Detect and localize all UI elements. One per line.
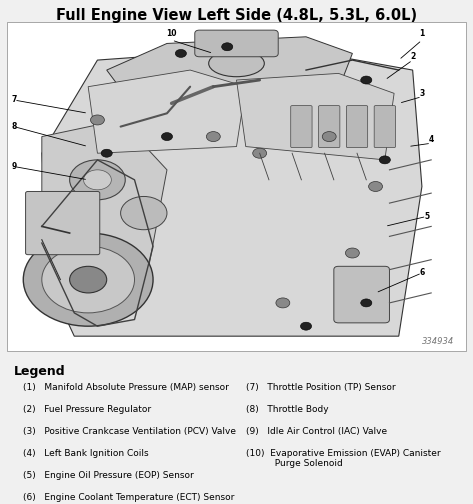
FancyBboxPatch shape bbox=[374, 106, 395, 148]
FancyBboxPatch shape bbox=[195, 30, 278, 57]
Text: Full Engine View Left Side (4.8L, 5.3L, 6.0L): Full Engine View Left Side (4.8L, 5.3L, … bbox=[56, 8, 417, 23]
Text: 334934: 334934 bbox=[422, 337, 455, 346]
Text: Legend: Legend bbox=[14, 365, 66, 378]
Text: 10: 10 bbox=[166, 29, 177, 38]
Text: (8)   Throttle Body: (8) Throttle Body bbox=[246, 405, 328, 414]
Circle shape bbox=[121, 197, 167, 230]
Text: (6)   Engine Coolant Temperature (ECT) Sensor: (6) Engine Coolant Temperature (ECT) Sen… bbox=[23, 493, 235, 501]
Circle shape bbox=[90, 115, 105, 125]
Text: 9: 9 bbox=[11, 162, 17, 171]
Circle shape bbox=[42, 246, 134, 313]
Text: 1: 1 bbox=[419, 29, 425, 38]
Circle shape bbox=[222, 43, 233, 51]
Circle shape bbox=[253, 148, 267, 158]
Circle shape bbox=[368, 181, 383, 192]
FancyBboxPatch shape bbox=[291, 106, 312, 148]
Circle shape bbox=[379, 156, 390, 164]
Polygon shape bbox=[107, 37, 352, 120]
Text: 8: 8 bbox=[11, 122, 17, 131]
FancyBboxPatch shape bbox=[318, 106, 340, 148]
Polygon shape bbox=[42, 47, 422, 336]
Circle shape bbox=[101, 149, 112, 157]
Text: 3: 3 bbox=[419, 89, 425, 98]
Text: 2: 2 bbox=[410, 52, 415, 61]
Text: (3)   Positive Crankcase Ventilation (PCV) Valve: (3) Positive Crankcase Ventilation (PCV)… bbox=[23, 427, 236, 436]
Circle shape bbox=[70, 266, 107, 293]
Text: 6: 6 bbox=[419, 269, 425, 278]
Text: (5)   Engine Oil Pressure (EOP) Sensor: (5) Engine Oil Pressure (EOP) Sensor bbox=[23, 471, 194, 480]
FancyBboxPatch shape bbox=[26, 192, 100, 255]
Circle shape bbox=[84, 170, 111, 190]
FancyBboxPatch shape bbox=[346, 106, 368, 148]
FancyBboxPatch shape bbox=[334, 266, 389, 323]
Circle shape bbox=[161, 133, 173, 141]
Text: 5: 5 bbox=[424, 212, 429, 221]
Text: (9)   Idle Air Control (IAC) Valve: (9) Idle Air Control (IAC) Valve bbox=[246, 427, 387, 436]
Circle shape bbox=[361, 76, 372, 84]
Polygon shape bbox=[88, 70, 246, 153]
Circle shape bbox=[345, 248, 359, 258]
Circle shape bbox=[276, 298, 290, 308]
Polygon shape bbox=[42, 120, 167, 293]
Polygon shape bbox=[236, 74, 394, 160]
Text: 4: 4 bbox=[429, 136, 434, 145]
Circle shape bbox=[300, 322, 312, 330]
Circle shape bbox=[322, 132, 336, 142]
Text: (7)   Throttle Position (TP) Sensor: (7) Throttle Position (TP) Sensor bbox=[246, 383, 395, 392]
Circle shape bbox=[361, 299, 372, 307]
Circle shape bbox=[175, 49, 186, 57]
Ellipse shape bbox=[209, 50, 264, 77]
Text: (2)   Fuel Pressure Regulator: (2) Fuel Pressure Regulator bbox=[23, 405, 151, 414]
Text: 7: 7 bbox=[11, 95, 17, 104]
Text: (4)   Left Bank Ignition Coils: (4) Left Bank Ignition Coils bbox=[23, 449, 149, 458]
Circle shape bbox=[70, 160, 125, 200]
Circle shape bbox=[206, 132, 220, 142]
Text: (1)   Manifold Absolute Pressure (MAP) sensor: (1) Manifold Absolute Pressure (MAP) sen… bbox=[23, 383, 229, 392]
Text: (10)  Evaporative Emission (EVAP) Canister
          Purge Solenoid: (10) Evaporative Emission (EVAP) Caniste… bbox=[246, 449, 440, 468]
FancyBboxPatch shape bbox=[7, 22, 466, 351]
Circle shape bbox=[23, 233, 153, 326]
